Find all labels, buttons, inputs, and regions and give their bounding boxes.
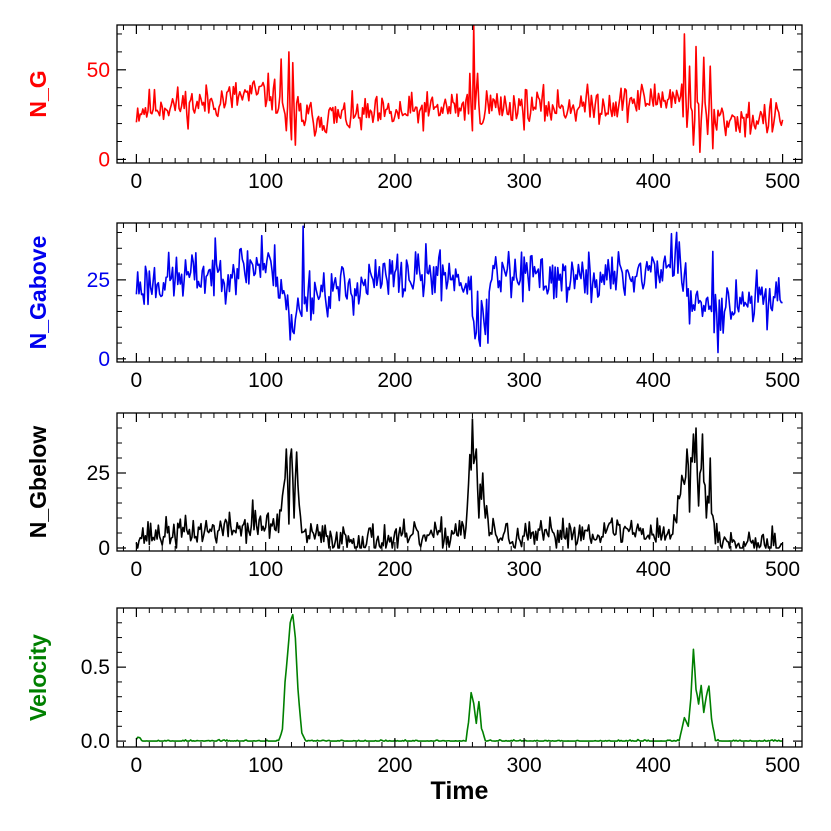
y-tick-label: 0.0 <box>81 730 110 753</box>
x-tick-label: 300 <box>507 754 542 777</box>
x-tick-label: 100 <box>248 170 283 193</box>
x-tick-label: 300 <box>507 558 542 581</box>
y-axis-title-ngabove: N_Gabove <box>25 236 51 350</box>
x-tick-label: 400 <box>636 170 671 193</box>
panel-ngbelow: 0 100 200 300 400 500 0 25 N_Gbelow <box>25 413 802 581</box>
x-tick-label: 500 <box>765 170 800 193</box>
axes-frame-ngabove <box>117 223 802 362</box>
y-axis-title-velocity: Velocity <box>25 634 51 721</box>
x-tick-label: 0 <box>131 170 143 193</box>
x-tick-label: 200 <box>377 558 412 581</box>
y-tick-label: 25 <box>87 269 110 292</box>
y-axis-title-ng: N_G <box>25 70 51 117</box>
x-tick-label: 300 <box>507 369 542 392</box>
panel-velocity: 0 100 200 300 400 500 0.0 0.5 Velocity Time <box>25 608 802 805</box>
series-line-ng <box>136 25 782 152</box>
panel-ng: 0 100 200 300 400 500 0 50 N_G <box>25 25 802 193</box>
x-tick-label: 200 <box>377 754 412 777</box>
x-tick-label: 100 <box>248 754 283 777</box>
x-tick-label: 0 <box>131 558 143 581</box>
x-tick-label: 300 <box>507 170 542 193</box>
y-tick-label: 50 <box>87 59 110 82</box>
x-tick-label: 400 <box>636 558 671 581</box>
y-tick-label: 0 <box>98 148 110 171</box>
series-line-velocity <box>136 615 782 741</box>
y-axis-title-ngbelow: N_Gbelow <box>25 426 51 539</box>
x-tick-label: 200 <box>377 369 412 392</box>
x-axis-title: Time <box>431 777 489 805</box>
x-tick-label: 100 <box>248 558 283 581</box>
panel-ngabove: 0 100 200 300 400 500 0 25 N_Gabove <box>25 223 802 392</box>
x-tick-label: 500 <box>765 754 800 777</box>
x-tick-label: 200 <box>377 170 412 193</box>
multi-panel-line-chart: 0 100 200 300 400 500 0 50 N_G 0 100 200 300 400 500 0 2… <box>0 0 831 831</box>
x-tick-label: 0 <box>131 369 143 392</box>
x-tick-label: 500 <box>765 558 800 581</box>
series-line-ngbelow <box>136 419 782 548</box>
x-tick-label: 100 <box>248 369 283 392</box>
chart-canvas: 0 100 200 300 400 500 0 50 N_G 0 100 200 300 400 500 0 2… <box>0 0 831 831</box>
y-tick-label: 25 <box>87 462 110 485</box>
y-tick-label: 0 <box>98 348 110 371</box>
y-tick-label: 0.5 <box>81 656 110 679</box>
x-tick-label: 400 <box>636 369 671 392</box>
axes-frame-velocity <box>117 608 802 747</box>
x-tick-label: 500 <box>765 369 800 392</box>
x-tick-label: 400 <box>636 754 671 777</box>
x-tick-label: 0 <box>131 754 143 777</box>
y-tick-label: 0 <box>98 537 110 560</box>
series-line-ngabove <box>136 226 782 352</box>
